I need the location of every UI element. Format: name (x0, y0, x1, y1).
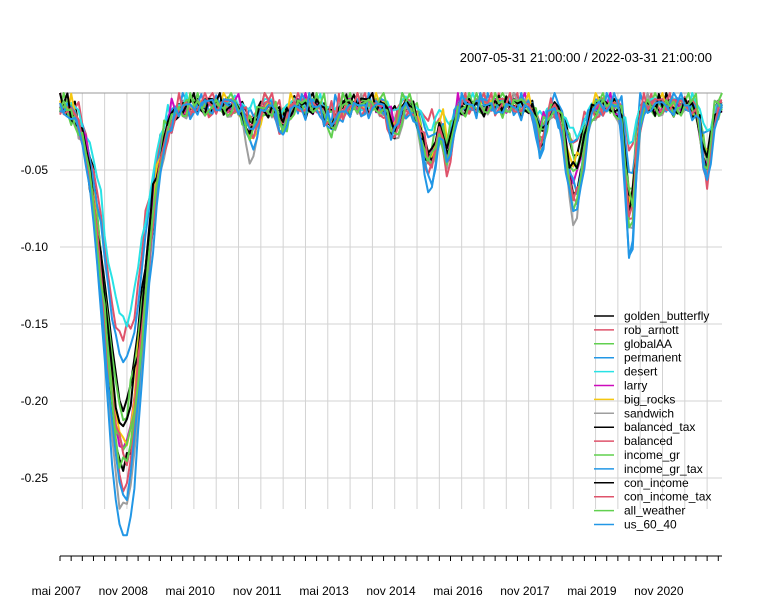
legend-label: golden_butterfly (624, 309, 709, 323)
legend-label: rob_arnott (624, 323, 679, 337)
x-tick-label: nov 2017 (500, 584, 550, 598)
legend-label: permanent (624, 351, 682, 365)
legend-label: desert (624, 365, 658, 379)
legend-label: con_income_tax (624, 490, 711, 504)
x-tick-label: nov 2011 (233, 584, 282, 598)
x-tick-label: nov 2008 (99, 584, 149, 598)
legend-label: globalAA (624, 337, 672, 351)
legend-label: larry (624, 379, 647, 393)
series-line-us-60-40 (59, 92, 723, 537)
x-tick-label: mai 2007 (32, 584, 82, 598)
legend-label: sandwich (624, 406, 674, 420)
legend-label: con_income (624, 476, 689, 490)
x-tick-label: mai 2016 (433, 584, 483, 598)
horizontal-grid (60, 169, 722, 479)
period-title: 2007-05-31 21:00:00 / 2022-03-31 21:00:0… (460, 50, 712, 65)
legend-label: us_60_40 (624, 518, 677, 532)
x-axis: mai 2007 nov 2008 mai 2010 nov 2011 mai 2013… (32, 555, 722, 598)
x-tick-label: mai 2013 (299, 584, 349, 598)
series-line-all-weather (59, 92, 723, 469)
y-tick-label: -0.15 (21, 317, 49, 331)
x-tick-label: nov 2020 (634, 584, 684, 598)
x-tick-label: mai 2019 (567, 584, 617, 598)
y-tick-label: -0.10 (21, 240, 49, 254)
legend-label: income_gr_tax (624, 462, 703, 476)
legend-label: balanced (624, 434, 673, 448)
vertical-grid (81, 93, 708, 509)
y-tick-label: -0.05 (21, 163, 49, 177)
y-tick-label: -0.25 (21, 471, 49, 485)
legend-label: income_gr (624, 448, 680, 462)
x-tick-label: mai 2010 (166, 584, 216, 598)
legend-label: balanced_tax (624, 420, 695, 434)
legend-label: all_weather (624, 504, 685, 518)
y-axis: -0.05 -0.10 -0.15 -0.20 -0.25 (21, 163, 49, 485)
series-lines (59, 92, 723, 537)
legend-label: big_rocks (624, 392, 675, 406)
legend: golden_butterflyrob_arnottglobalAAperman… (594, 309, 711, 532)
y-tick-label: -0.20 (21, 394, 49, 408)
x-tick-label: nov 2014 (366, 584, 416, 598)
